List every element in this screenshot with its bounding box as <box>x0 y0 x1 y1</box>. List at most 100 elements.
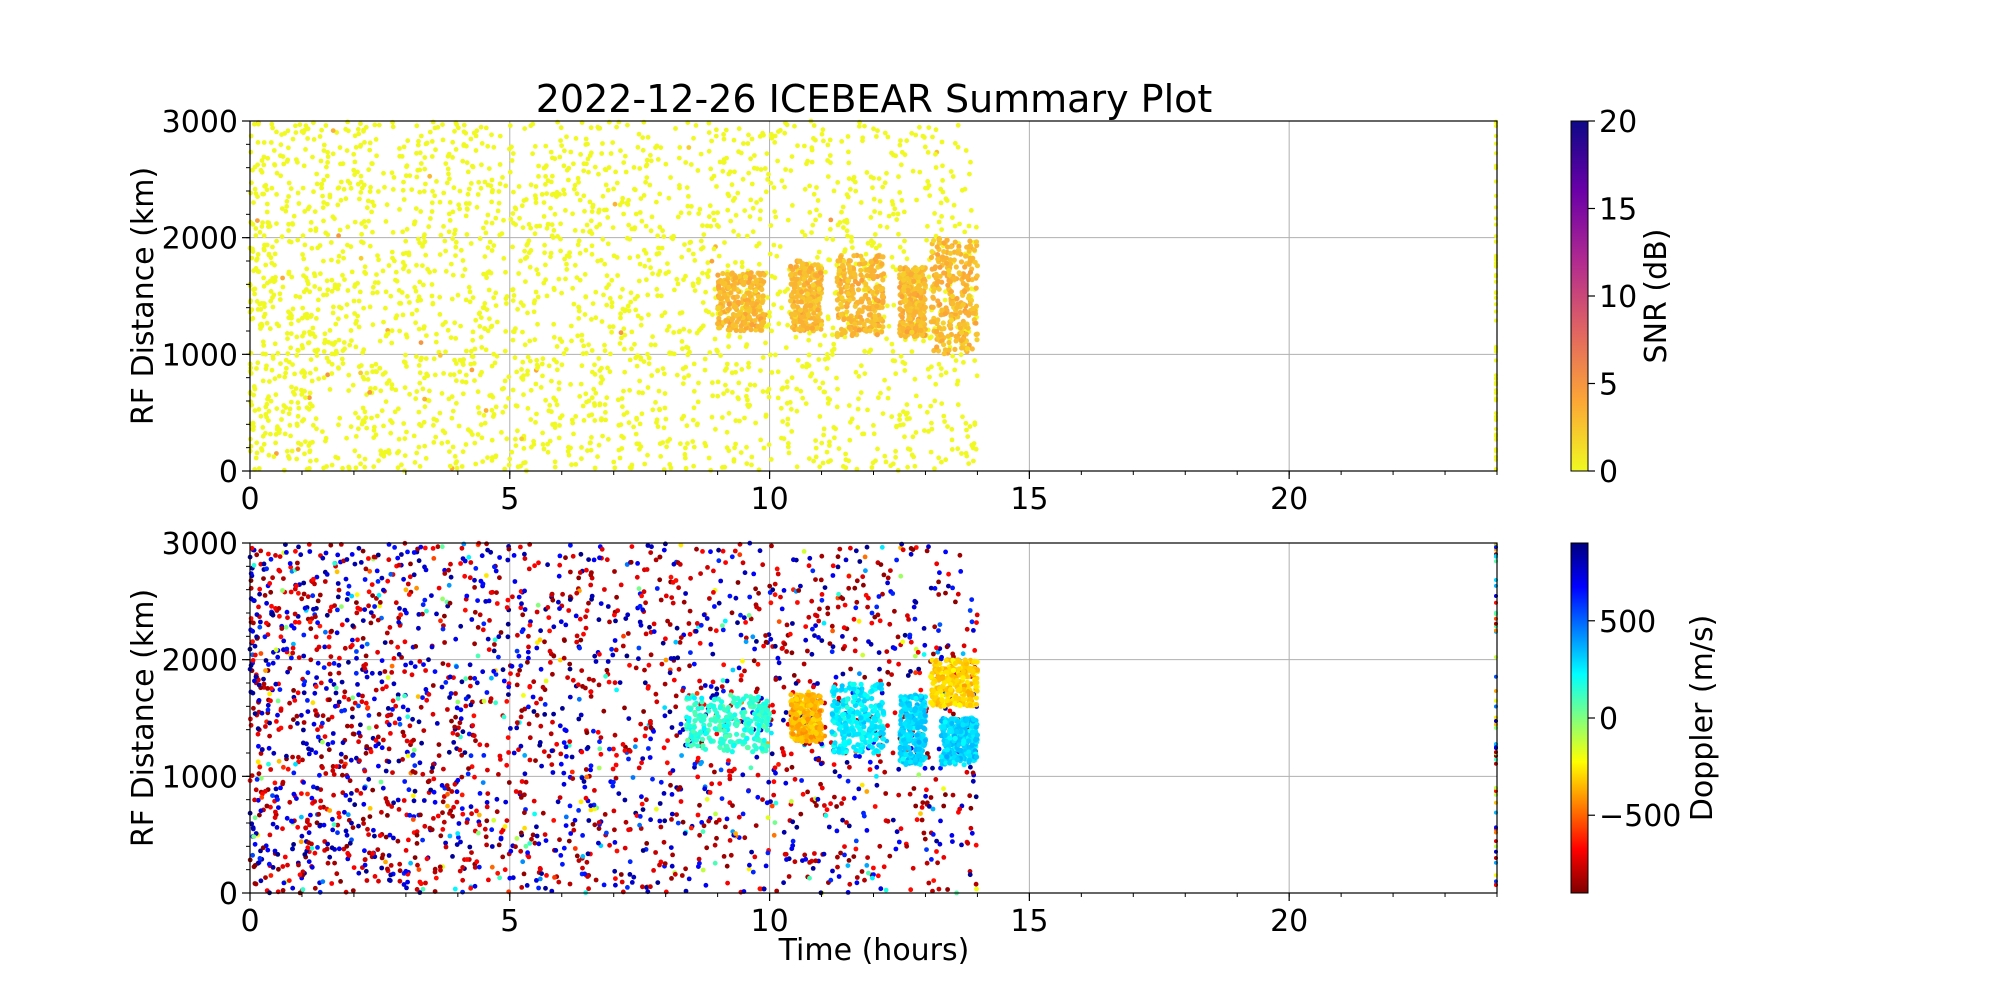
scatter-point <box>794 386 800 392</box>
scatter-point <box>507 123 513 128</box>
scatter-point <box>540 442 546 447</box>
cluster-point <box>962 264 968 270</box>
scatter-point <box>329 361 335 367</box>
scatter-point <box>303 825 308 831</box>
scatter-point <box>789 799 794 804</box>
scatter-point <box>437 312 443 317</box>
scatter-point <box>470 432 475 437</box>
scatter-point <box>907 791 913 797</box>
scatter-point <box>489 864 495 870</box>
cluster-point <box>847 264 853 270</box>
scatter-point <box>614 180 620 186</box>
scatter-point <box>525 241 531 247</box>
scatter-point <box>455 292 461 298</box>
cluster-point <box>967 238 973 244</box>
scatter-point <box>373 137 379 142</box>
cluster-point <box>736 311 742 317</box>
scatter-point <box>596 171 601 177</box>
scatter-point <box>554 344 560 349</box>
scatter-point <box>556 276 562 282</box>
scatter-point <box>609 300 615 305</box>
cluster-point <box>760 319 766 325</box>
scatter-point <box>352 282 358 288</box>
scatter-point <box>295 400 301 406</box>
scatter-point <box>450 236 456 242</box>
cluster-point <box>913 273 919 279</box>
scatter-point <box>404 738 410 744</box>
scatter-point <box>343 576 349 582</box>
scatter-point <box>375 253 380 258</box>
scatter-point <box>937 841 943 847</box>
scatter-point <box>493 215 499 221</box>
scatter-point <box>550 173 555 179</box>
scatter-point <box>259 169 265 175</box>
scatter-point <box>312 209 318 215</box>
cluster-point <box>859 308 865 314</box>
scatter-point <box>380 686 385 692</box>
scatter-point <box>893 153 898 159</box>
cluster-point <box>934 244 940 250</box>
scatter-point <box>442 430 448 436</box>
cluster-point <box>845 316 851 322</box>
scatter-point <box>349 593 355 599</box>
scatter-point <box>443 349 448 355</box>
scatter-point <box>316 297 321 303</box>
scatter-point <box>260 433 266 439</box>
cluster-point <box>958 338 964 344</box>
cluster-point <box>963 331 969 337</box>
scatter-point <box>337 227 343 233</box>
cluster-point <box>935 256 941 262</box>
scatter-point <box>429 154 435 159</box>
scatter-point <box>481 621 487 627</box>
scatter-point <box>766 442 772 448</box>
scatter-point <box>370 229 375 235</box>
scatter-point <box>576 308 582 314</box>
scatter-point <box>644 841 650 846</box>
scatter-point <box>452 128 457 134</box>
scatter-point <box>510 329 516 334</box>
scatter-point <box>515 428 520 434</box>
scatter-point <box>413 288 419 294</box>
scatter-point <box>484 818 490 824</box>
scatter-point <box>531 798 537 804</box>
scatter-point <box>725 191 731 197</box>
scatter-point <box>397 878 403 884</box>
scatter-point <box>657 191 663 197</box>
scatter-point <box>315 660 321 666</box>
scatter-point <box>889 254 895 260</box>
scatter-point <box>489 220 495 226</box>
scatter-point <box>579 445 584 450</box>
scatter-point <box>265 396 270 402</box>
scatter-point <box>691 361 697 367</box>
scatter-point <box>458 323 463 329</box>
scatter-point <box>489 248 495 253</box>
scatter-point <box>766 394 772 400</box>
scatter-point <box>417 279 423 285</box>
scatter-point <box>305 709 311 714</box>
cluster-point <box>716 294 722 300</box>
scatter-point <box>952 367 958 373</box>
scatter-point <box>271 454 277 460</box>
scatter-point <box>733 369 738 375</box>
scatter-point <box>251 200 256 206</box>
scatter-point <box>583 136 589 142</box>
scatter-point <box>715 379 721 385</box>
scatter-point <box>508 216 514 222</box>
scatter-point <box>958 569 964 574</box>
scatter-point <box>871 431 877 437</box>
scatter-point <box>388 418 393 423</box>
scatter-point <box>321 148 327 154</box>
cluster-point <box>955 250 961 256</box>
scatter-point <box>367 806 373 811</box>
scatter-point <box>437 252 443 257</box>
scatter-point <box>782 130 788 136</box>
scatter-point <box>482 301 488 306</box>
scatter-point <box>313 614 318 620</box>
scatter-point <box>606 436 611 442</box>
scatter-point <box>540 430 545 436</box>
scatter-point <box>510 244 515 250</box>
scatter-point <box>654 806 659 812</box>
scatter-point <box>518 830 524 836</box>
scatter-point <box>586 398 592 404</box>
cluster-point <box>745 290 752 296</box>
